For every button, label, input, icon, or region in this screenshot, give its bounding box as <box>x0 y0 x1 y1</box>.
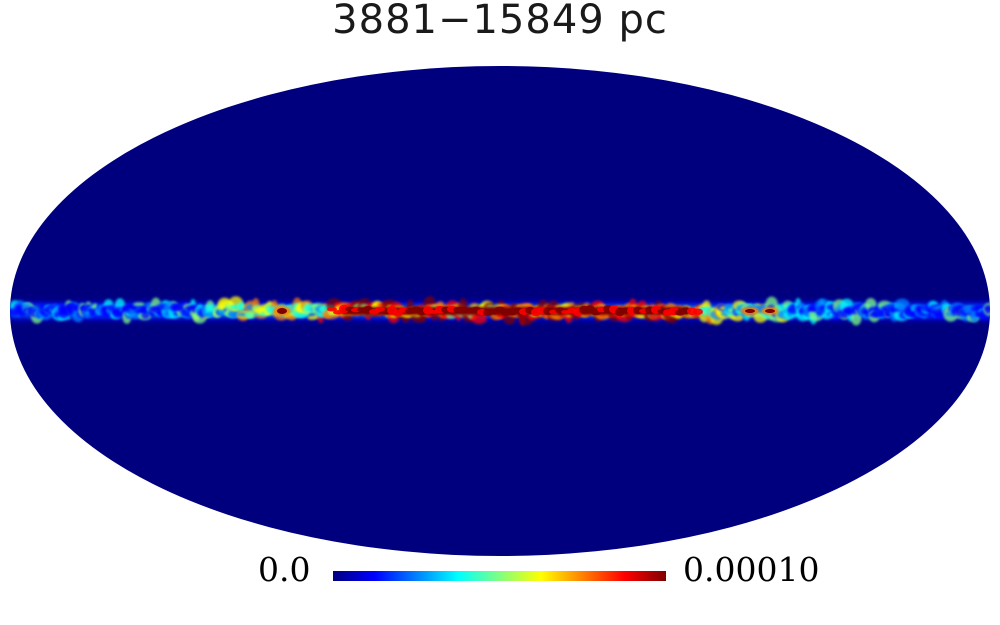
colorbar-min-label: 0.0 <box>258 550 311 589</box>
band-blob <box>238 302 245 313</box>
band-core-blob <box>375 306 385 313</box>
colorbar <box>333 571 666 581</box>
colorbar-max-label: 0.00010 <box>683 550 820 589</box>
band-blob <box>247 309 257 319</box>
band-core-blob <box>339 304 349 314</box>
band-core-blob <box>483 309 493 317</box>
band-core-blob <box>489 310 499 315</box>
band-blob <box>113 309 124 317</box>
band-blob <box>898 303 906 313</box>
band-blob <box>133 302 145 307</box>
band-core-blob <box>693 308 703 316</box>
band-hotspot-core <box>745 309 755 313</box>
band-core-blob <box>327 307 337 312</box>
band-blob <box>985 304 990 314</box>
band-blob <box>343 314 353 321</box>
band-hotspot-core <box>765 309 775 313</box>
band-hotspot-core <box>277 308 287 314</box>
map-title: 3881−15849 pc <box>332 0 668 43</box>
galactic-plane-band <box>10 296 990 326</box>
band-blob <box>431 313 439 321</box>
